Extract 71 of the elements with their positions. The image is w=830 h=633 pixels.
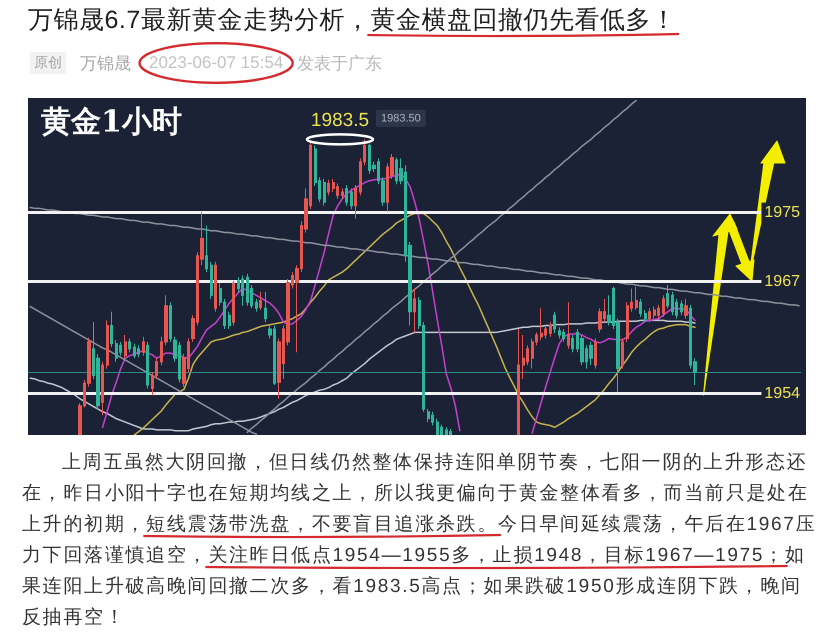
chart-title: 万锦晟6.7最新黄金走势分析，黄金横盘回撤仍先看低多！: [28, 5, 676, 36]
text: 上周五虽然大阴回撤，但日线仍然整体保持连阳单阴节奏，七阳一阴的上升形态还在，昨日小阳十字也在短期均线之上，所以我更偏向于黄金整体看多，而当前只是处在上升的初期，短线震荡带洗盘，不要盲目追涨杀跌。今日早间延续震荡，午后在1967压力下回落谨慎追空，关注昨日低点1954—1955多，止损1948，目标1967—1975；如果连阳上升破高晚间回撤二次多，看1983.5高点；如果跌破1950形成连阴下跌，晚间反抽再空！: [22, 451, 818, 630]
candlestick: [522, 334, 525, 380]
candlestick: [594, 338, 597, 370]
candlestick: [137, 344, 140, 358]
candlestick: [427, 408, 430, 423]
candlestick: [562, 328, 565, 342]
y-tick-label: 1954: [764, 385, 800, 402]
candlestick: [589, 341, 593, 366]
annotation: 1983.5: [310, 110, 370, 131]
candlestick: [680, 300, 683, 316]
candlestick: [653, 306, 656, 320]
candlestick: [671, 291, 674, 316]
text: 原创: [30, 52, 66, 74]
candlestick: [232, 280, 235, 326]
candlestick: [106, 320, 109, 370]
text: 2023-06-07 15:54: [149, 53, 284, 73]
candlestick: [431, 411, 434, 426]
y-tick-label: 1975: [764, 204, 800, 222]
candlestick: [210, 261, 213, 300]
candlestick: [553, 311, 556, 334]
candlestick: [241, 275, 244, 306]
y-tick-label: 1967: [764, 273, 800, 290]
annotation: 1983.50: [380, 112, 421, 124]
candlestick: [350, 188, 353, 210]
candlestick: [146, 341, 149, 389]
text: 发表于广东: [297, 52, 382, 74]
candlestick: [124, 334, 127, 359]
candlestick: [327, 179, 330, 196]
candlestick: [323, 178, 326, 206]
candlestick: [169, 302, 172, 342]
candlestick: [345, 184, 348, 206]
candlestick: [449, 428, 452, 435]
candlestick: [639, 298, 642, 318]
line-series: [30, 320, 696, 432]
candlestick: [214, 261, 217, 312]
candlestick: [413, 288, 416, 333]
text: 万锦晟: [80, 52, 131, 74]
candlestick: [142, 336, 145, 356]
candlestick: [662, 294, 665, 318]
candlestick: [567, 302, 570, 350]
candlestick: [205, 225, 208, 273]
candlestick: [341, 188, 344, 200]
candlestick: [684, 298, 688, 320]
candlestick: [621, 338, 624, 370]
candlestick: [549, 322, 552, 338]
candlestick: [445, 426, 448, 435]
candlestick: [436, 418, 439, 435]
candlestick: [128, 338, 131, 353]
candlestick: [517, 328, 520, 435]
candlestick: [648, 308, 651, 323]
candlestick: [133, 343, 136, 359]
candlestick: [246, 273, 249, 306]
candlestick: [571, 334, 574, 353]
candlestick: [110, 311, 113, 348]
candlestick: [228, 311, 231, 330]
candlestick: [259, 291, 262, 311]
candlestick: [354, 184, 357, 220]
candlestick: [264, 291, 267, 323]
candlestick: [558, 326, 561, 339]
candlestick: [115, 340, 118, 362]
chart-subtitle: 黄金1小时: [41, 104, 182, 140]
candlestick: [255, 298, 258, 312]
candlestick: [540, 308, 543, 341]
candlestick: [635, 286, 638, 311]
candlestick: [657, 304, 660, 320]
candlestick: [666, 284, 669, 309]
line-series: [134, 212, 696, 435]
candlestick: [101, 361, 104, 416]
candlestick: [336, 182, 339, 200]
candlestick: [644, 310, 647, 323]
